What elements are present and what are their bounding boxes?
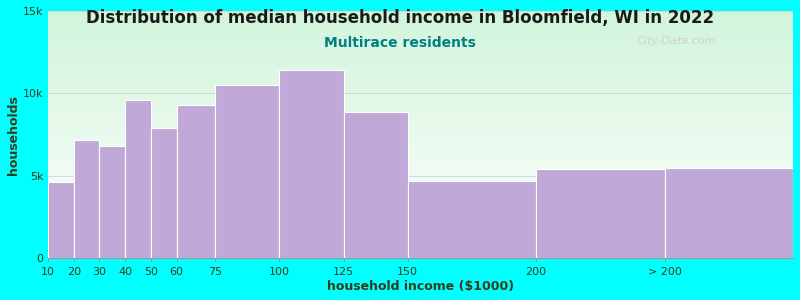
Text: Multirace residents: Multirace residents <box>324 36 476 50</box>
Bar <box>279 70 343 258</box>
Bar <box>48 182 74 258</box>
Bar <box>99 146 125 258</box>
Bar <box>74 140 99 258</box>
Bar <box>408 181 536 258</box>
Y-axis label: households: households <box>7 95 20 175</box>
Bar <box>151 128 177 258</box>
Text: Distribution of median household income in Bloomfield, WI in 2022: Distribution of median household income … <box>86 9 714 27</box>
Bar <box>125 100 151 258</box>
Bar <box>536 169 665 258</box>
Bar <box>343 112 408 258</box>
Bar <box>215 85 279 258</box>
Bar <box>177 105 215 258</box>
Bar <box>665 168 793 258</box>
Text: City-Data.com: City-Data.com <box>637 36 716 46</box>
X-axis label: household income ($1000): household income ($1000) <box>327 280 514 293</box>
